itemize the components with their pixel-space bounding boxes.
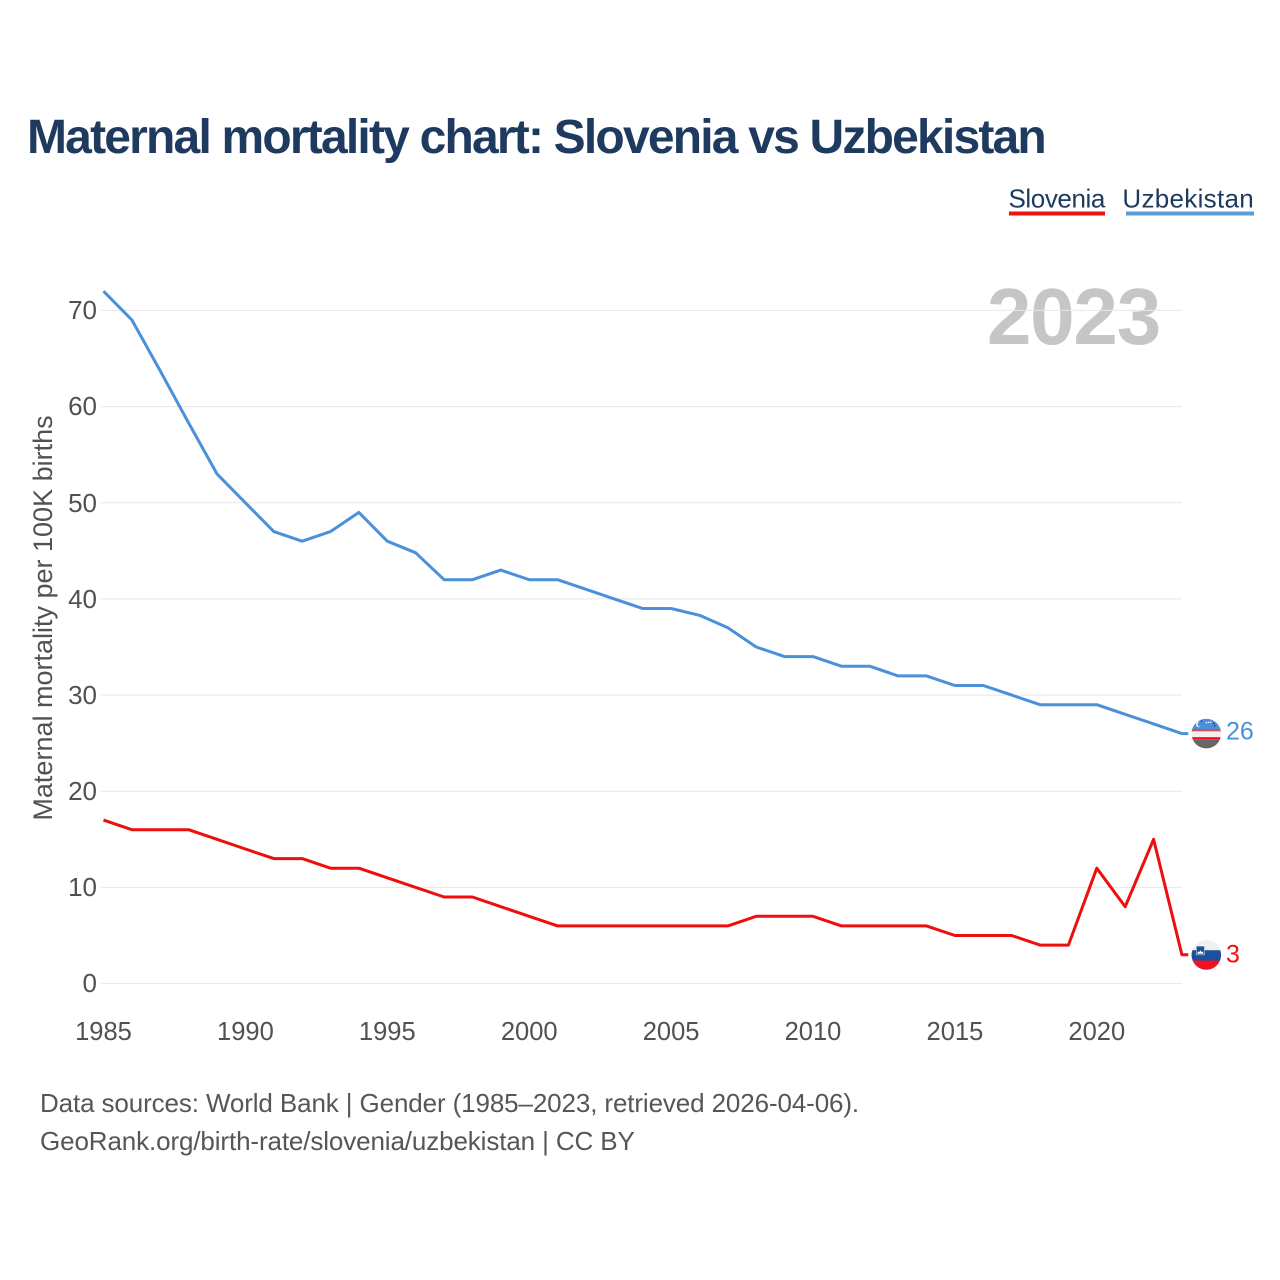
svg-text:Maternal mortality chart: Slov: Maternal mortality chart: Slovenia vs Uz… [27, 111, 1045, 164]
svg-text:Maternal mortality per 100K bi: Maternal mortality per 100K births [28, 415, 58, 820]
svg-text:20: 20 [68, 776, 97, 806]
svg-text:2020: 2020 [1068, 1018, 1125, 1046]
svg-text:Uzbekistan: Uzbekistan [1122, 184, 1254, 214]
svg-text:0: 0 [83, 968, 97, 998]
svg-text:10: 10 [68, 872, 97, 902]
svg-text:3: 3 [1226, 941, 1240, 969]
svg-text:50: 50 [68, 488, 97, 518]
svg-text:30: 30 [68, 680, 97, 710]
svg-text:2005: 2005 [643, 1018, 700, 1046]
svg-text:2015: 2015 [927, 1018, 984, 1046]
svg-text:70: 70 [68, 295, 97, 325]
svg-text:1995: 1995 [359, 1018, 416, 1046]
svg-text:1985: 1985 [75, 1018, 132, 1046]
svg-text:2023: 2023 [987, 272, 1160, 361]
svg-text:60: 60 [68, 391, 97, 421]
svg-text:26: 26 [1226, 718, 1254, 746]
svg-text:40: 40 [68, 584, 97, 614]
svg-text:Data sources: World Bank | Gen: Data sources: World Bank | Gender (1985–… [40, 1088, 859, 1118]
svg-text:Slovenia: Slovenia [1008, 184, 1105, 214]
svg-text:2010: 2010 [785, 1018, 842, 1046]
svg-text:GeoRank.org/birth-rate/sloveni: GeoRank.org/birth-rate/slovenia/uzbekist… [40, 1126, 635, 1156]
svg-text:1990: 1990 [217, 1018, 274, 1046]
svg-text:2000: 2000 [501, 1018, 558, 1046]
